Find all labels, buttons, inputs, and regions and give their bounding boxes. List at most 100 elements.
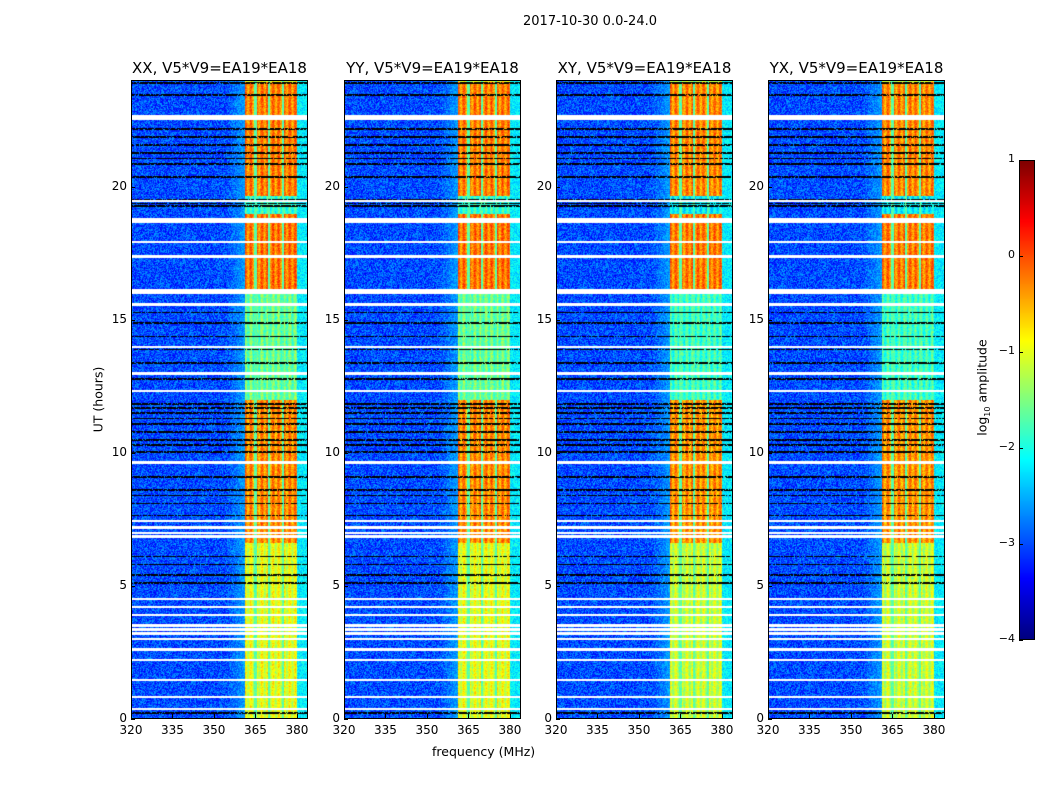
y-tick-label: 10 [536,444,552,459]
x-tick-label: 380 [710,723,734,737]
x-tick-mark [768,714,769,718]
y-tick-mark [344,186,348,188]
heatmap-panel [344,80,521,719]
y-tick-mark [131,186,135,188]
y-tick-mark [768,319,772,321]
x-tick-label: 380 [922,723,946,737]
colorbar-tick-mark [1019,256,1023,257]
y-tick-label: 20 [111,178,127,193]
y-tick-label: 20 [324,178,340,193]
panel-title: YX, V5*V9=EA19*EA18 [769,59,944,77]
x-tick-mark [809,714,811,718]
y-tick-label: 10 [111,444,127,459]
x-tick-label: 335 [586,723,609,737]
x-tick-label: 320 [544,723,568,737]
colorbar-tick-label: −4 [998,632,1015,645]
x-tick-mark [213,714,215,718]
figure-title: 2017-10-30 0.0-24.0 [523,14,657,29]
x-tick-label: 335 [374,723,397,737]
heatmap-panel [556,80,733,719]
x-tick-mark [296,714,298,718]
x-tick-label: 350 [839,723,863,737]
x-tick-mark [426,714,428,718]
y-tick-label: 0 [332,711,340,725]
y-tick-mark [556,186,560,188]
y-tick-mark [131,319,135,321]
x-tick-label: 350 [627,723,651,737]
y-tick-mark [768,452,772,454]
colorbar-label-rest: amplitude [974,339,990,407]
colorbar [1019,160,1035,640]
y-tick-label: 15 [324,311,340,326]
x-tick-label: 380 [498,723,522,737]
x-tick-mark [556,714,557,718]
y-tick-mark [344,585,348,587]
x-tick-label: 320 [119,723,143,737]
y-tick-label: 15 [748,311,764,326]
y-tick-mark [556,585,560,587]
y-axis-label: UT (hours) [90,366,106,433]
colorbar-tick-mark [1019,448,1023,449]
x-tick-mark [468,714,470,718]
x-tick-label: 365 [669,723,692,737]
x-tick-label: 350 [202,723,226,737]
heatmap-panel [131,80,308,719]
y-tick-mark [556,452,560,454]
y-tick-label: 5 [332,577,340,592]
x-tick-mark [850,714,852,718]
heatmap-panel [768,80,945,719]
panel-title: XY, V5*V9=EA19*EA18 [557,59,732,77]
y-tick-label: 0 [756,711,764,725]
y-tick-label: 0 [544,711,552,725]
y-tick-label: 10 [324,444,340,459]
x-tick-mark [509,714,511,718]
panel-title: YY, V5*V9=EA19*EA18 [346,59,519,77]
heatmap-image [345,81,520,718]
heatmap-image [132,81,307,718]
x-tick-label: 335 [798,723,821,737]
x-tick-mark [385,714,387,718]
x-tick-mark [597,714,599,718]
x-tick-label: 320 [332,723,356,737]
y-tick-label: 15 [111,311,127,326]
y-tick-mark [131,452,135,454]
y-tick-label: 10 [748,444,764,459]
panel-title: XX, V5*V9=EA19*EA18 [132,59,307,77]
colorbar-tick-label: 0 [1008,248,1015,261]
colorbar-label: log10 amplitude [974,339,992,436]
y-tick-mark [344,319,348,321]
y-tick-mark [131,719,135,720]
x-tick-mark [344,714,345,718]
x-tick-mark [680,714,682,718]
colorbar-tick-label: −1 [998,344,1015,357]
colorbar-tick-label: −3 [998,536,1015,549]
x-tick-mark [638,714,640,718]
heatmap-image [769,81,944,718]
y-tick-label: 20 [536,178,552,193]
heatmap-image [557,81,732,718]
x-tick-label: 365 [457,723,480,737]
y-tick-label: 5 [544,577,552,592]
x-tick-label: 335 [161,723,184,737]
y-tick-mark [131,585,135,587]
colorbar-tick-mark [1019,160,1023,161]
colorbar-label-log: log [974,416,990,436]
x-tick-label: 350 [415,723,439,737]
y-tick-label: 20 [748,178,764,193]
y-tick-label: 5 [119,577,127,592]
x-tick-label: 365 [881,723,904,737]
x-tick-label: 320 [756,723,780,737]
colorbar-tick-label: 1 [1008,152,1015,165]
x-tick-label: 380 [285,723,309,737]
x-axis-label: frequency (MHz) [432,744,536,759]
x-tick-mark [172,714,174,718]
y-tick-mark [768,186,772,188]
colorbar-tick-label: −2 [998,440,1015,453]
colorbar-tick-mark [1019,544,1023,545]
x-tick-label: 365 [244,723,267,737]
y-tick-mark [768,719,772,720]
y-tick-mark [344,719,348,720]
y-tick-label: 0 [119,711,127,725]
colorbar-label-sub: 10 [982,406,992,417]
y-tick-label: 5 [756,577,764,592]
